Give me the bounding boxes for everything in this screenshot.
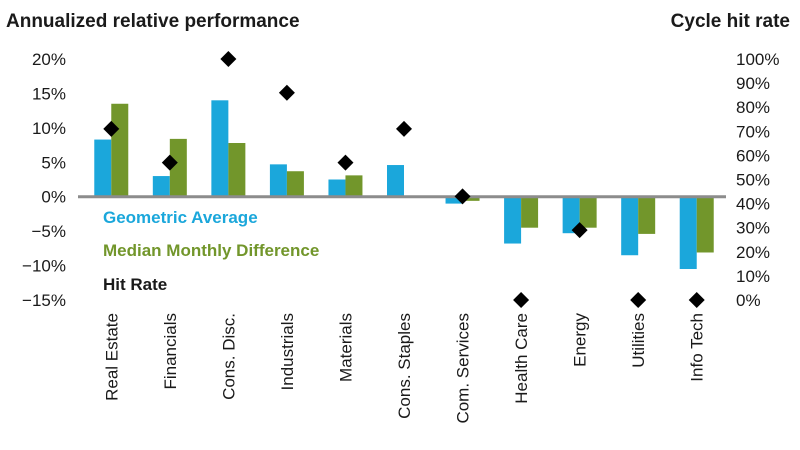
category-label: Cons. Staples <box>395 313 414 419</box>
right-axis: 100% 90% 80% 70% 60% 50% 40% 30% 20% 10% 0% <box>736 50 779 310</box>
hit-rate-marker <box>278 84 295 101</box>
right-tick-label: 50% <box>736 171 770 190</box>
legend: Geometric Average Median Monthly Differen… <box>103 208 319 294</box>
category-label: Financials <box>161 313 180 390</box>
geometric-average-bar <box>328 179 346 197</box>
category-label: Industrials <box>278 313 297 390</box>
left-tick-label: 10% <box>32 119 66 138</box>
hit-rate-marker <box>161 154 178 171</box>
hit-rate-marker <box>630 292 647 308</box>
category-label: Com. Services <box>454 313 473 424</box>
category-label: Real Estate <box>102 313 121 401</box>
chart-title-right: Cycle hit rate <box>671 11 790 32</box>
hit-rate-marker <box>513 292 530 308</box>
median-monthly-difference-bar <box>696 196 714 253</box>
right-tick-label: 30% <box>736 219 770 238</box>
median-monthly-difference-bar <box>521 196 539 228</box>
geometric-average-bar <box>387 165 404 197</box>
geometric-average-bar <box>269 164 287 197</box>
category-label: Materials <box>336 313 355 382</box>
legend-entry: Geometric Average <box>103 208 258 227</box>
geometric-average-bar <box>211 100 229 197</box>
category-label: Info Tech <box>688 313 707 382</box>
left-tick-label: −10% <box>22 257 66 276</box>
legend-entry: Median Monthly Difference <box>103 241 319 260</box>
category-label: Cons. Disc. <box>219 313 238 400</box>
hit-rate-marker <box>688 292 705 308</box>
median-monthly-difference-bar <box>462 196 480 201</box>
hit-rate-markers <box>103 51 705 308</box>
hit-rate-marker <box>220 51 237 67</box>
median-monthly-difference-bar <box>638 196 656 234</box>
right-tick-label: 60% <box>736 146 770 165</box>
left-tick-label: −5% <box>32 222 67 241</box>
left-tick-label: 0% <box>41 188 66 207</box>
left-tick-label: 5% <box>41 153 66 172</box>
right-tick-label: 40% <box>736 195 770 214</box>
left-axis: 20% 15% 10% 5% 0% −5% −10% −15% <box>22 50 66 310</box>
left-tick-label: 20% <box>32 50 66 69</box>
median-monthly-difference-bar <box>579 196 597 228</box>
right-tick-label: 100% <box>736 50 779 69</box>
geometric-average-bar <box>152 176 170 197</box>
geometric-average-bar <box>94 139 112 197</box>
legend-entry: Hit Rate <box>103 275 167 294</box>
right-tick-label: 10% <box>736 267 770 286</box>
category-label: Utilities <box>629 313 648 368</box>
chart-title-left: Annualized relative performance <box>6 11 300 32</box>
right-tick-label: 70% <box>736 122 770 141</box>
left-tick-label: −15% <box>22 291 66 310</box>
right-tick-label: 80% <box>736 98 770 117</box>
geometric-average-bar <box>504 196 522 244</box>
left-tick-label: 15% <box>32 84 66 103</box>
category-label: Health Care <box>512 313 531 404</box>
category-labels: Real Estate Financials Cons. Disc. Industri… <box>102 313 706 424</box>
bars <box>94 100 714 270</box>
geometric-average-bar <box>445 196 463 204</box>
median-monthly-difference-bar <box>228 143 246 197</box>
right-tick-label: 90% <box>736 74 770 93</box>
median-monthly-difference-bar <box>111 103 129 197</box>
median-monthly-difference-bar <box>286 171 304 197</box>
hit-rate-marker <box>396 120 412 137</box>
hit-rate-marker <box>103 120 120 137</box>
median-monthly-difference-bar <box>345 175 363 197</box>
hit-rate-marker <box>337 154 354 171</box>
right-tick-label: 20% <box>736 243 770 262</box>
geometric-average-bar <box>679 196 697 270</box>
category-label: Energy <box>571 313 590 367</box>
right-tick-label: 0% <box>736 291 761 310</box>
median-monthly-difference-bar <box>169 138 187 197</box>
hit-rate-marker <box>454 188 471 205</box>
geometric-average-bar <box>562 196 580 234</box>
geometric-average-bar <box>621 196 639 256</box>
hit-rate-marker <box>571 222 588 239</box>
